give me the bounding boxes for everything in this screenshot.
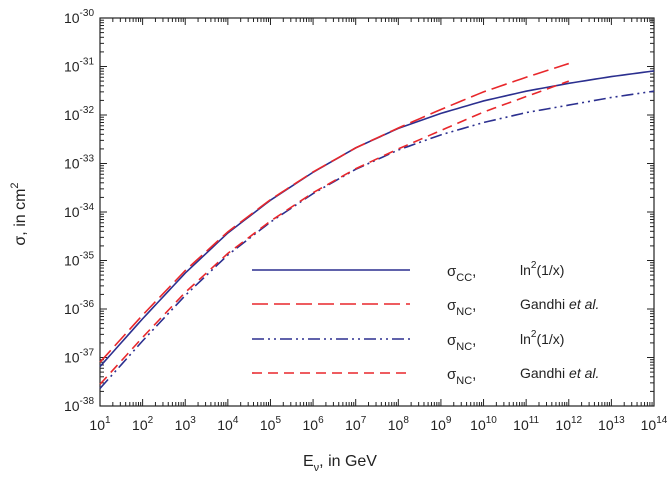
legend-symbol-s4: σNC, bbox=[447, 366, 476, 387]
x-tick-label: 107 bbox=[345, 415, 367, 433]
series-line-s3 bbox=[99, 90, 655, 389]
x-tick-label: 1012 bbox=[555, 415, 582, 433]
x-tick-label: 103 bbox=[175, 415, 197, 433]
legend-label-s3: ln2(1/x) bbox=[520, 329, 564, 347]
legend-symbol-s1: σCC, bbox=[447, 263, 476, 284]
y-tick-labels: 10-38 10-37 10-36 10-35 10-34 10-33 10-32 10-31… bbox=[64, 8, 94, 414]
x-tick-label: 1010 bbox=[470, 415, 497, 433]
legend: σCC, ln2(1/x) σNC, Gandhi et al. σNC, ln2(1/x… bbox=[252, 260, 599, 387]
y-tick-label: 10-37 bbox=[64, 348, 94, 366]
y-tick-label: 10-38 bbox=[64, 396, 94, 414]
x-tick-label: 104 bbox=[217, 415, 239, 433]
y-tick-label: 10-34 bbox=[64, 202, 94, 220]
legend-symbol-s3: σNC, bbox=[447, 332, 476, 353]
y-tick-label: 10-36 bbox=[64, 299, 94, 317]
x-tick-label: 102 bbox=[132, 415, 154, 433]
plot-area bbox=[99, 17, 655, 407]
y-axis-label: σ, in cm2 bbox=[9, 182, 29, 245]
series-line-s4 bbox=[99, 80, 570, 385]
x-tick-labels: 101 102 103 104 105 106 107 108 109 1010 1011 1012 1… bbox=[89, 415, 667, 433]
legend-label-s4: Gandhi et al. bbox=[520, 365, 599, 381]
x-tick-label: 101 bbox=[89, 415, 111, 433]
x-axis-label: Eν, in GeV bbox=[303, 453, 377, 474]
y-tick-label: 10-35 bbox=[64, 251, 94, 269]
x-tick-label: 106 bbox=[303, 415, 325, 433]
legend-symbol-s2: σNC, bbox=[447, 297, 476, 318]
legend-label-s2: Gandhi et al. bbox=[520, 296, 599, 312]
series-lines bbox=[99, 62, 655, 389]
y-tick-label: 10-32 bbox=[64, 105, 94, 123]
y-tick-label: 10-30 bbox=[64, 8, 94, 26]
x-tick-label: 105 bbox=[260, 415, 282, 433]
x-tick-label: 109 bbox=[430, 415, 452, 433]
legend-label-s1: ln2(1/x) bbox=[520, 260, 564, 278]
y-tick-label: 10-31 bbox=[64, 57, 94, 75]
series-line-s2 bbox=[99, 62, 570, 363]
y-tick-label: 10-33 bbox=[64, 154, 94, 172]
x-tick-label: 1014 bbox=[641, 415, 668, 433]
x-tick-label: 1011 bbox=[513, 415, 539, 433]
x-tick-label: 108 bbox=[388, 415, 410, 433]
axis-ticks bbox=[99, 17, 655, 407]
x-tick-label: 1013 bbox=[598, 415, 625, 433]
